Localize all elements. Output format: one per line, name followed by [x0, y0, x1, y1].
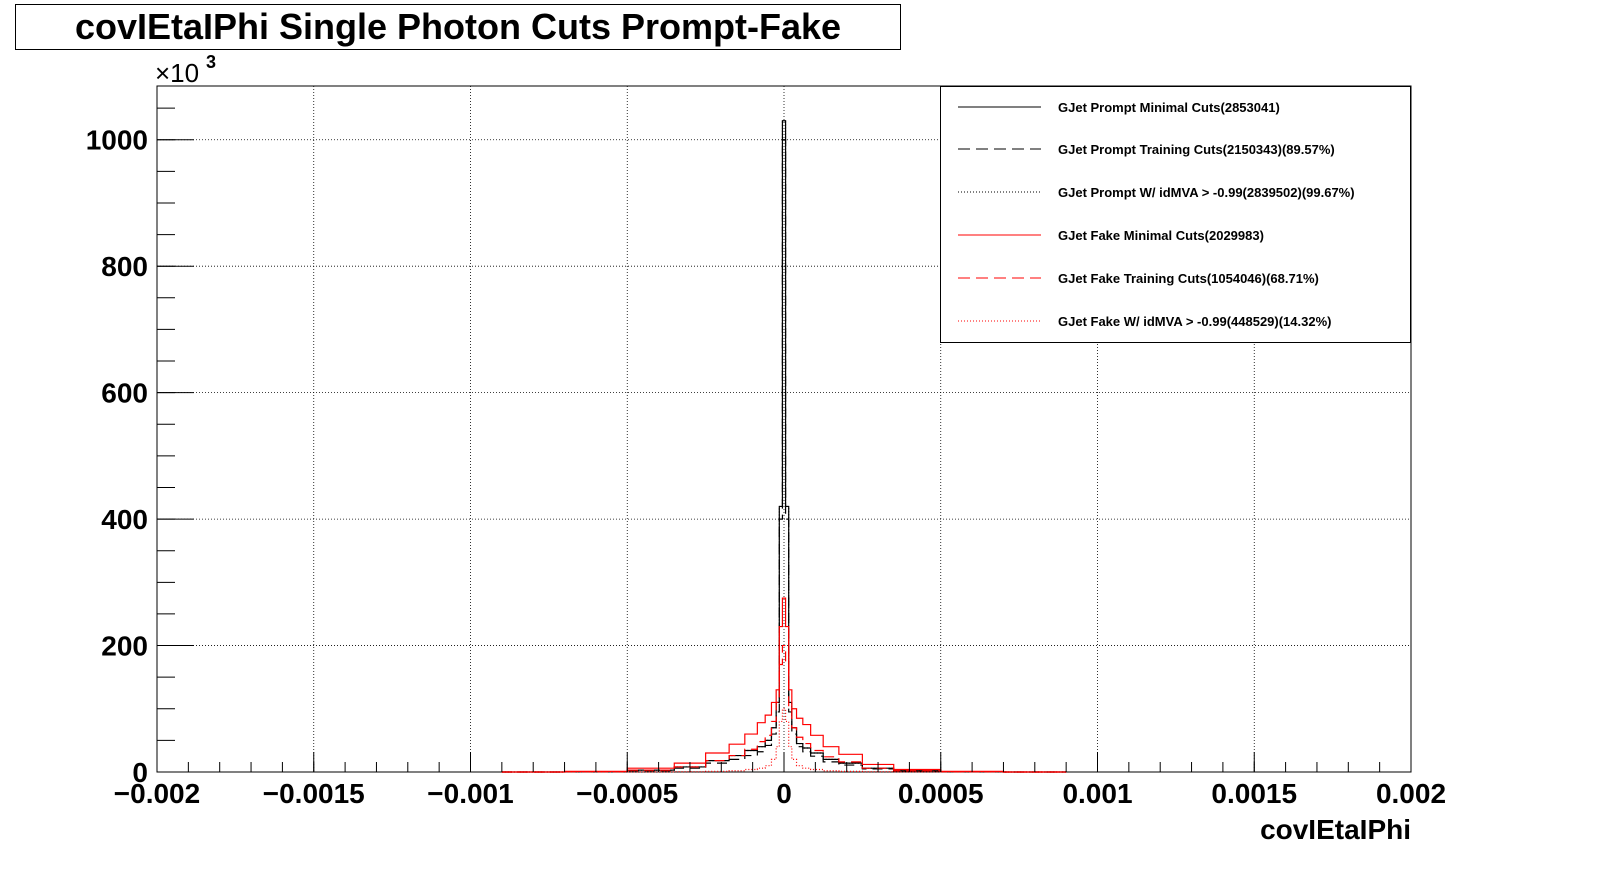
series-line-1 — [501, 139, 1067, 773]
x-tick-label: 0.0015 — [1211, 778, 1297, 809]
x-tick-label: −0.001 — [427, 778, 513, 809]
y-tick-label: 0 — [132, 757, 148, 788]
x-axis-label: covIEtaIPhi — [1260, 814, 1411, 845]
y-multiplier-exponent: 3 — [206, 52, 216, 72]
chart-title: covIEtaIPhi Single Photon Cuts Prompt-Fa… — [15, 4, 901, 50]
legend-item-prompt-training: GJet Prompt Training Cuts(2150343)(89.57… — [941, 140, 1410, 160]
axis-ticks — [156, 107, 1412, 773]
x-tick-label: −0.0015 — [263, 778, 365, 809]
y-tick-label: 400 — [101, 504, 148, 535]
x-tick-label: 0.001 — [1062, 778, 1132, 809]
legend-label: GJet Fake Minimal Cuts(2029983) — [1058, 228, 1264, 243]
y-tick-label: 200 — [101, 631, 148, 662]
x-tick-label: 0.0005 — [898, 778, 984, 809]
legend-item-prompt-minimal: GJet Prompt Minimal Cuts(2853041) — [941, 98, 1410, 118]
legend-item-fake-idmva: GJet Fake W/ idMVA > -0.99(448529)(14.32… — [941, 312, 1410, 332]
legend-label: GJet Prompt W/ idMVA > -0.99(2839502)(99… — [1058, 185, 1355, 200]
tick-labels: −0.002 −0.0015 −0.001 −0.0005 0 0.0005 0.001 0.… — [86, 125, 1446, 809]
y-tick-label: 600 — [101, 378, 148, 409]
y-multiplier: ×10 — [155, 58, 199, 88]
x-tick-label: −0.002 — [114, 778, 200, 809]
series-layer — [501, 120, 1067, 773]
legend-label: GJet Fake W/ idMVA > -0.99(448529)(14.32… — [1058, 314, 1332, 329]
legend-item-fake-training: GJet Fake Training Cuts(1054046)(68.71%) — [941, 269, 1410, 289]
series-line-5 — [501, 708, 1067, 773]
x-tick-label: 0 — [776, 778, 792, 809]
x-tick-label: 0.002 — [1376, 778, 1446, 809]
legend-item-prompt-idmva: GJet Prompt W/ idMVA > -0.99(2839502)(99… — [941, 183, 1410, 203]
legend-label: GJet Prompt Training Cuts(2150343)(89.57… — [1058, 142, 1335, 157]
y-tick-label: 800 — [101, 251, 148, 282]
series-line-4 — [501, 644, 1067, 773]
x-tick-label: −0.0005 — [576, 778, 678, 809]
series-line-2 — [501, 121, 1067, 773]
legend-label: GJet Fake Training Cuts(1054046)(68.71%) — [1058, 271, 1319, 286]
legend-label: GJet Prompt Minimal Cuts(2853041) — [1058, 100, 1280, 115]
y-tick-label: 1000 — [86, 125, 148, 156]
legend: GJet Prompt Minimal Cuts(2853041) GJet P… — [940, 86, 1411, 343]
series-line-3 — [501, 597, 1067, 773]
legend-item-fake-minimal: GJet Fake Minimal Cuts(2029983) — [941, 226, 1410, 246]
